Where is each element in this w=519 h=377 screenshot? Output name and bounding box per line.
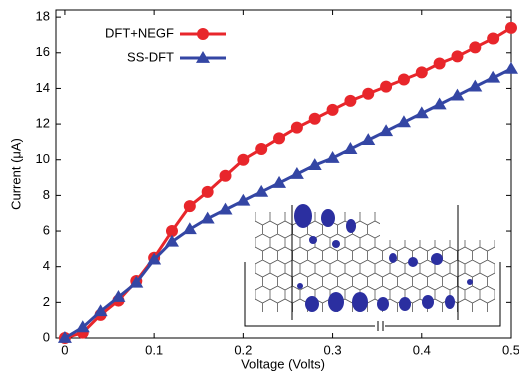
data-point	[469, 41, 481, 53]
legend-label: DFT+NEGF	[105, 25, 174, 40]
data-point	[309, 113, 321, 125]
y-tick-label: 16	[36, 44, 50, 59]
data-point	[184, 200, 196, 212]
data-point	[505, 22, 517, 34]
y-tick-label: 4	[43, 258, 50, 273]
inset-molecule	[245, 204, 500, 331]
data-point	[398, 74, 410, 86]
x-tick-label: 0.2	[234, 342, 252, 357]
y-tick-label: 12	[36, 116, 50, 131]
y-tick-label: 6	[43, 222, 50, 237]
y-tick-label: 18	[36, 9, 50, 24]
data-point	[183, 222, 197, 234]
legend-marker	[197, 28, 209, 40]
data-point	[451, 50, 463, 62]
data-point	[434, 57, 446, 69]
data-point	[416, 66, 428, 78]
data-point	[220, 170, 232, 182]
x-tick-label: 0.1	[145, 342, 163, 357]
y-axis-label: Current (μA)	[8, 138, 23, 210]
data-point	[291, 122, 303, 134]
y-tick-label: 8	[43, 187, 50, 202]
y-tick-label: 14	[36, 80, 50, 95]
data-point	[327, 104, 339, 116]
x-tick-label: 0.3	[324, 342, 342, 357]
legend-label: SS-DFT	[127, 49, 174, 64]
data-point	[237, 154, 249, 166]
data-point	[273, 132, 285, 144]
data-point	[255, 143, 267, 155]
x-tick-label: 0.5	[502, 342, 519, 357]
data-point	[362, 88, 374, 100]
data-point	[202, 186, 214, 198]
data-point	[487, 33, 499, 45]
y-tick-label: 0	[43, 329, 50, 344]
data-point	[380, 81, 392, 93]
chart: Voltage (Volts) Current (μA) 0 0.1 0.2 0.3 0…	[0, 0, 519, 377]
y-tick-label: 10	[36, 151, 50, 166]
x-tick-label: 0	[61, 342, 68, 357]
y-tick-label: 2	[43, 294, 50, 309]
data-point	[344, 95, 356, 107]
x-axis-label: Voltage (Volts)	[241, 356, 325, 371]
data-point	[504, 62, 518, 74]
x-tick-label: 0.4	[413, 342, 431, 357]
